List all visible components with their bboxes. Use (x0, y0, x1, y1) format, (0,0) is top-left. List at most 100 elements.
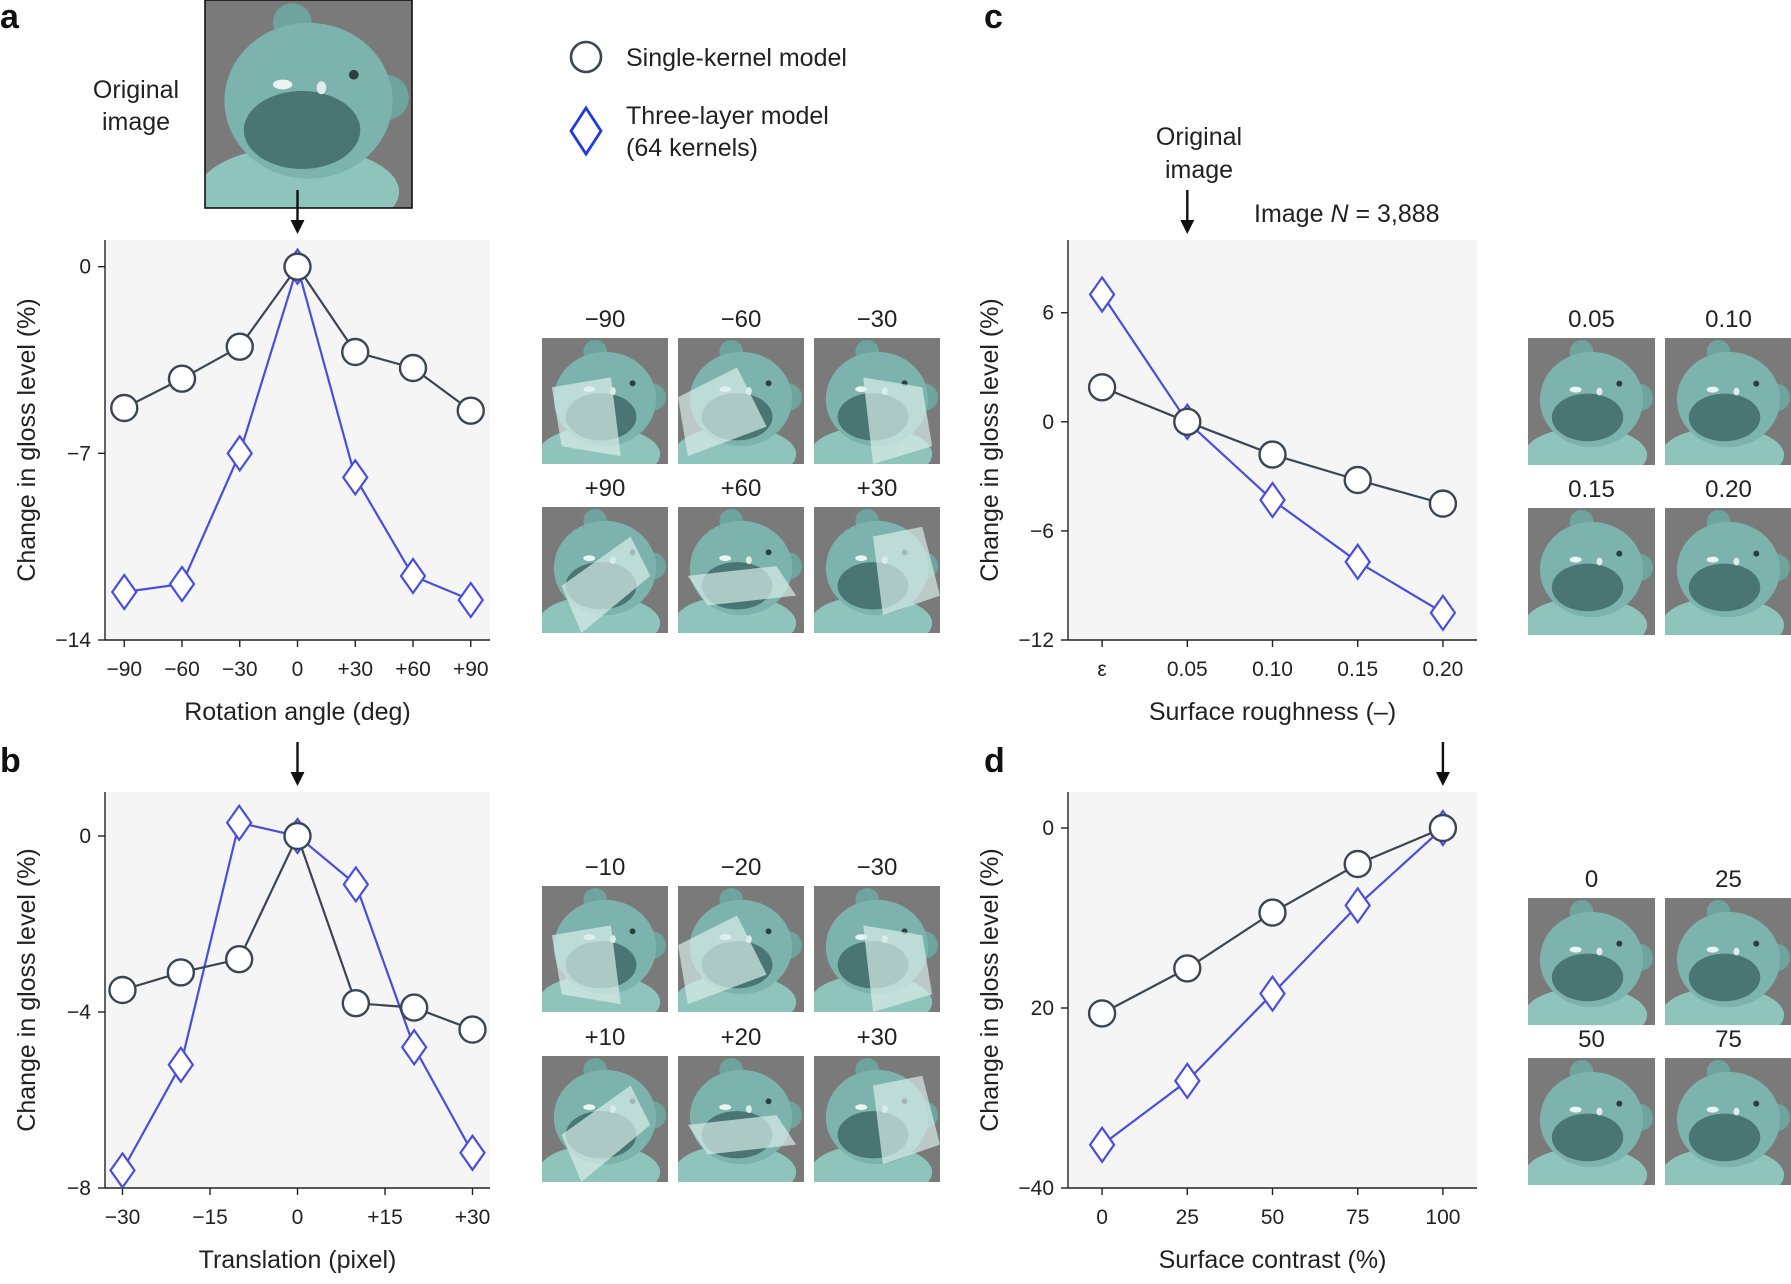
data-point-three-layer (225, 803, 253, 842)
legend: Single-kernel model Three-layer model (6… (569, 40, 847, 162)
bear-highlight (1733, 557, 1740, 566)
thumbnail-label: +10 (585, 1024, 626, 1051)
bear-distortion-patch (873, 526, 940, 616)
bear-muzzle (243, 91, 361, 169)
x-tick-label: 0.10 (1252, 658, 1293, 681)
x-tick-label: 0 (292, 1206, 304, 1229)
data-point-single-kernel (1343, 849, 1372, 879)
thumbnail-image (814, 507, 940, 633)
panel-c-annotations: Original image Image N = 3,888 (1156, 123, 1440, 228)
y-tick-label: −7 (67, 442, 91, 465)
thumbnail-label: +20 (721, 1024, 762, 1051)
y-axis-label: Change in gloss level (%) (13, 298, 41, 581)
x-tick-label: 0 (1096, 1206, 1108, 1229)
original-image-bear (205, 0, 412, 208)
data-point-three-layer (109, 1151, 136, 1190)
y-tick-label: 0 (1042, 411, 1054, 434)
data-point-single-kernel (224, 945, 254, 974)
bear-muzzle (1688, 563, 1761, 612)
image-n-var: N (1330, 200, 1349, 228)
original-image-label-1: Original (93, 76, 179, 104)
bear-highlight (1733, 387, 1740, 396)
panel-letter-d: d (984, 742, 1005, 780)
thumbnail-label: 0.20 (1705, 476, 1752, 503)
thumbnail-image (1528, 1058, 1655, 1185)
thumbnail-grid-d: 0 25 50 75 (1528, 866, 1791, 1185)
data-point-single-kernel (167, 364, 197, 393)
thumbnail-image (678, 1056, 804, 1182)
data-point-three-layer (1173, 1061, 1201, 1100)
data-point-single-kernel (1173, 407, 1202, 437)
bear-highlight (719, 1104, 732, 1111)
bear-distortion-patch (678, 915, 767, 1005)
bear-distortion-patch (551, 377, 621, 457)
data-point-single-kernel (166, 958, 196, 987)
data-point-single-kernel (110, 393, 139, 423)
thumbnail-label: −90 (585, 306, 626, 333)
x-tick-label: +30 (455, 1206, 491, 1229)
thumbnail-label: 50 (1578, 1026, 1605, 1053)
data-point-single-kernel (341, 989, 371, 1018)
bear-highlight (583, 555, 596, 562)
bear-eye (765, 380, 772, 387)
bear-highlight (1706, 386, 1719, 393)
x-tick-label: ε (1097, 658, 1106, 681)
image-n-annotation: Image N = 3,888 (1254, 200, 1440, 228)
legend-diamond-marker (569, 105, 603, 157)
data-point-single-kernel (1087, 373, 1117, 402)
bear-muzzle (1551, 563, 1624, 612)
panel-letter-a: a (0, 0, 20, 36)
thumbnail-image (542, 338, 668, 464)
y-axis-label: Change in gloss level (%) (976, 298, 1004, 581)
plot-area (105, 240, 490, 640)
bear-highlight (855, 1104, 868, 1111)
y-tick-label: −6 (1030, 520, 1054, 543)
y-tick-label: 0 (79, 825, 91, 848)
data-point-three-layer (1259, 481, 1286, 519)
y-tick-label: −12 (1018, 629, 1054, 652)
bear-highlight (745, 1105, 752, 1114)
thumbnail-image (1528, 508, 1655, 635)
data-point-single-kernel (1087, 999, 1117, 1028)
thumbnail-image (1665, 898, 1791, 1025)
bear-muzzle (1551, 393, 1624, 442)
thumbnail-label: 75 (1715, 1026, 1742, 1053)
image-n-suffix: = 3,888 (1349, 200, 1440, 228)
data-point-three-layer (1088, 1125, 1116, 1164)
bear-distortion-patch (561, 1085, 651, 1182)
data-point-single-kernel (399, 993, 429, 1022)
thumbnail-label: −10 (585, 854, 626, 881)
chart-panel-d: 0 20 −40 0 25 50 75 100 Surface contrast (%) Chan… (976, 742, 1477, 1274)
panel-c-original-label-2: image (1165, 156, 1233, 184)
thumbnail-image (814, 886, 940, 1012)
legend-three-label-1: Three-layer model (626, 102, 829, 130)
thumbnail-label: −30 (857, 854, 898, 881)
bear-eye (1616, 1100, 1623, 1107)
bear-highlight (316, 81, 327, 95)
thumbnail-label: +30 (857, 1024, 898, 1051)
bear-distortion-patch (863, 377, 933, 464)
thumbnail-label: −20 (721, 854, 762, 881)
thumbnail-label: 0.10 (1705, 306, 1752, 333)
plot-area (1068, 240, 1477, 640)
bear-eye (765, 928, 772, 935)
bear-muzzle (1688, 1113, 1761, 1162)
thumbnail-label: +90 (585, 475, 626, 502)
data-point-single-kernel (458, 1015, 487, 1044)
bear-highlight (1733, 1107, 1740, 1116)
chart-panel-b: 0 −4 −8 −30 −15 0 +15 +30 Translation (pixel) Cha… (13, 742, 490, 1274)
bear-highlight (1706, 556, 1719, 563)
thumbnail-grid-a: −90 −60 −30 +90 +60 +30 (542, 306, 940, 633)
data-point-three-layer (459, 1133, 486, 1172)
original-image-label-2: image (102, 108, 170, 136)
bear-highlight (1706, 1106, 1719, 1113)
data-point-three-layer (1344, 542, 1372, 581)
thumbnails-container: −90 −60 −30+90 +60 +30−10 −20 −30+10 +20 +300.05… (542, 306, 1791, 1185)
x-tick-label: +60 (395, 658, 431, 681)
bear-eye (1616, 550, 1623, 557)
bear-eye (1753, 550, 1760, 557)
chart-panel-c: 6 0 −6 −12 ε 0.05 0.10 0.15 0.20 Surface roughnes… (976, 190, 1477, 726)
x-tick-label: 0.20 (1422, 658, 1463, 681)
